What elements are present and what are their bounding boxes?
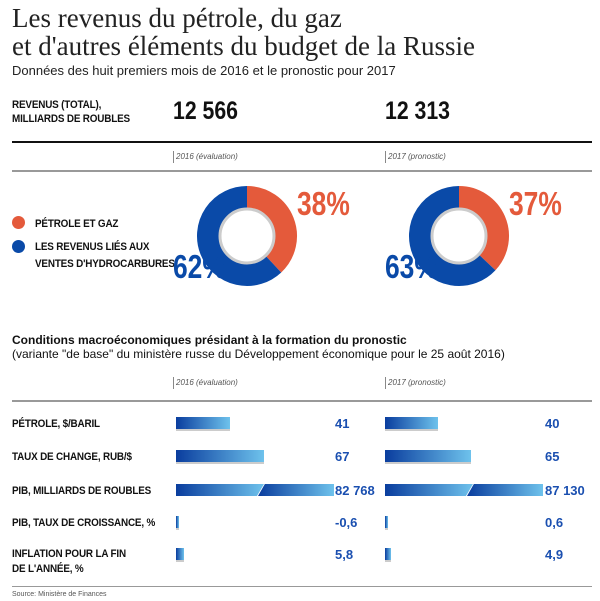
category-label-line: PÉTROLE, $/BARIL [12,418,100,430]
category-label-line: PIB, MILLIARDS DE ROUBLES [12,485,152,497]
value-label: -0,6 [335,515,358,530]
donut-charts [197,186,509,286]
value-label: 67 [335,449,350,464]
page-title: Les revenus du pétrole, du gaz et d'autre… [12,4,475,60]
donut-slice-other [409,186,496,286]
divider [12,400,592,402]
bar [385,450,471,462]
bar [176,417,231,429]
title-line-2: et d'autres éléments du budget de la Rus… [12,31,475,61]
bar [385,484,473,496]
bar [467,484,543,496]
bar [385,417,438,429]
category-label-line: TAUX DE CHANGE, RUB/$ [12,451,132,463]
source: Source: Ministère de Finances [12,591,107,598]
title-line-1: Les revenus du pétrole, du gaz [12,3,342,33]
revenue-2016: 12 566 [173,97,238,125]
revenue-label: REVENUS (TOTAL), MILLIARDS DE ROUBLES [12,98,130,126]
legend-oil-gas: PÉTROLE ET GAZ [35,218,119,230]
bar [176,484,264,496]
value-label: 87 130 [545,483,585,498]
donut-2016-oil-label: 38% [297,185,350,222]
legend-other: LES REVENUS LIÉS AUX VENTES D'HYDROCARBUR… [35,239,175,273]
divider [12,586,592,587]
revenue-label-line: REVENUS (TOTAL), [12,99,102,111]
category-label-line: INFLATION POUR LA FIN [12,548,126,560]
donut-2016-other-label: 62% [173,248,226,285]
value-label: 0,6 [545,515,564,530]
legend-dot-oil-gas [12,216,25,229]
year-2017: 2017 (pronostic) [385,151,446,163]
revenue-label-line: MILLIARDS DE ROUBLES [12,113,130,125]
macro-subtitle: (variante "de base" du ministère russe d… [12,347,505,361]
value-label: 5,8 [335,547,354,562]
year-2016: 2016 (évaluation) [173,151,238,163]
donut-slice-oil-gas [246,186,297,273]
divider [12,170,592,172]
legend-dot-other [12,240,25,253]
year-2017: 2017 (pronostic) [385,377,446,389]
category-label: INFLATION POUR LA FIN DE L'ANNÉE, % [12,547,126,577]
value-label: 4,9 [545,547,564,562]
donut-slice-other [197,186,282,286]
bar [385,516,388,528]
donut-hole [430,207,488,265]
category-label-line: DE L'ANNÉE, % [12,563,84,575]
category-label-line: PIB, TAUX DE CROISSANCE, % [12,517,156,529]
legend-line: VENTES D'HYDROCARBURES [35,258,175,270]
macro-title: Conditions macroéconomiques présidant à … [12,333,407,347]
bar [176,450,265,462]
value-label: 65 [545,449,560,464]
donut-2017-other-label: 63% [385,248,438,285]
category-label: PÉTROLE, $/BARIL [12,417,100,432]
bar [176,516,179,528]
revenue-2017: 12 313 [385,97,450,125]
value-label: 41 [335,416,350,431]
donut-slice-oil-gas [458,186,509,271]
category-label: PIB, MILLIARDS DE ROUBLES [12,484,151,499]
donut-hole [218,207,276,265]
divider [12,141,592,143]
value-label: 40 [545,416,560,431]
bar [385,548,392,560]
legend-line: LES REVENUS LIÉS AUX [35,241,150,253]
category-label: PIB, TAUX DE CROISSANCE, % [12,516,155,531]
bar [258,484,334,496]
year-2016: 2016 (évaluation) [173,377,238,389]
value-label: 82 768 [335,483,375,498]
category-label: TAUX DE CHANGE, RUB/$ [12,450,132,465]
donut-2017-oil-label: 37% [509,185,562,222]
bar [176,548,184,560]
subtitle: Données des huit premiers mois de 2016 e… [12,63,396,78]
